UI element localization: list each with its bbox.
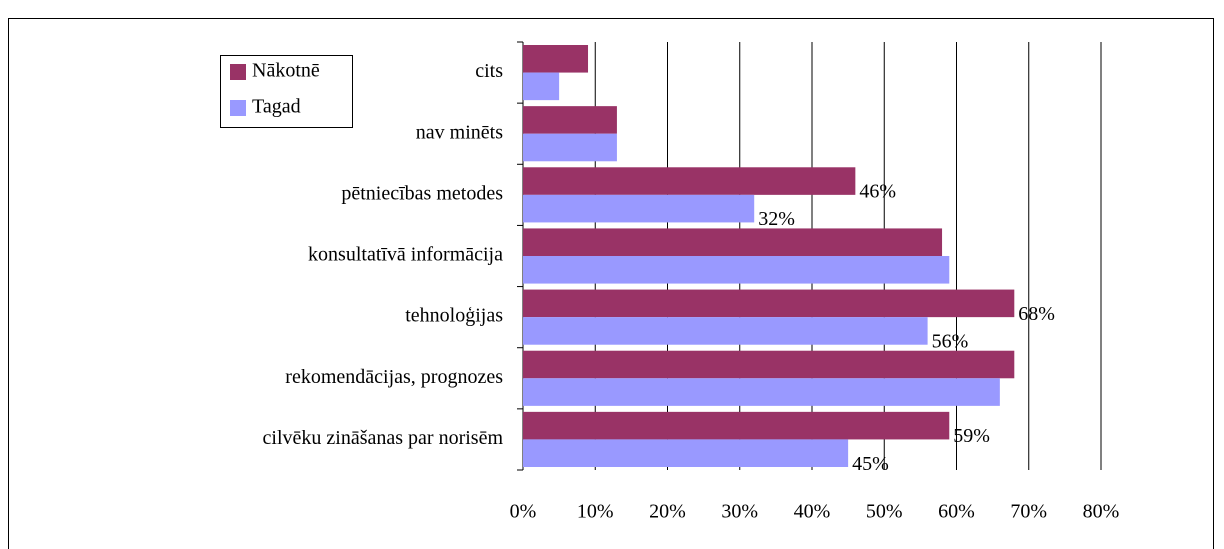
legend-label: Nākotnē: [252, 60, 320, 82]
x-tick-label: 10%: [577, 501, 614, 523]
x-tick-label: 30%: [721, 501, 758, 523]
bar: [523, 194, 755, 223]
y-tick-label: cilvēku zināšanas par norisēm: [263, 427, 504, 449]
bar: [523, 45, 589, 73]
bar: [523, 133, 617, 162]
bar: [523, 317, 928, 345]
y-tick-label: konsultatīvā informācija: [308, 244, 503, 266]
legend-swatch: [230, 64, 246, 80]
x-tick-label: 60%: [938, 501, 975, 523]
y-tick-label: nav minēts: [416, 121, 503, 143]
bar: [523, 167, 856, 195]
bar: [523, 289, 1015, 318]
y-tick-label: rekomendācijas, prognozes: [285, 366, 503, 388]
bar: [523, 72, 560, 101]
x-tick-label: 20%: [649, 501, 686, 523]
value-label: 45%: [852, 453, 889, 475]
bar: [523, 350, 1015, 379]
y-tick-label: pētniecības metodes: [341, 182, 503, 204]
chart-border: [8, 18, 1214, 549]
value-label: 59%: [953, 425, 990, 447]
x-tick-label: 40%: [794, 501, 831, 523]
bar: [523, 378, 1000, 406]
x-tick-label: 0%: [510, 501, 537, 523]
bar: [523, 106, 617, 134]
legend-label: Tagad: [252, 96, 301, 118]
bar: [523, 256, 950, 284]
legend-swatch: [230, 100, 246, 116]
bar: [523, 439, 849, 467]
value-label: 56%: [932, 331, 969, 353]
y-tick-label: cits: [475, 60, 503, 82]
value-label: 32%: [758, 208, 795, 230]
y-tick-label: tehnoloģijas: [405, 305, 503, 327]
bar: [523, 411, 950, 440]
bar: [523, 228, 943, 256]
x-tick-label: 80%: [1083, 501, 1120, 523]
value-label: 68%: [1018, 303, 1055, 325]
x-tick-label: 50%: [866, 501, 903, 523]
x-tick-label: 70%: [1010, 501, 1047, 523]
value-label: 46%: [859, 181, 896, 203]
